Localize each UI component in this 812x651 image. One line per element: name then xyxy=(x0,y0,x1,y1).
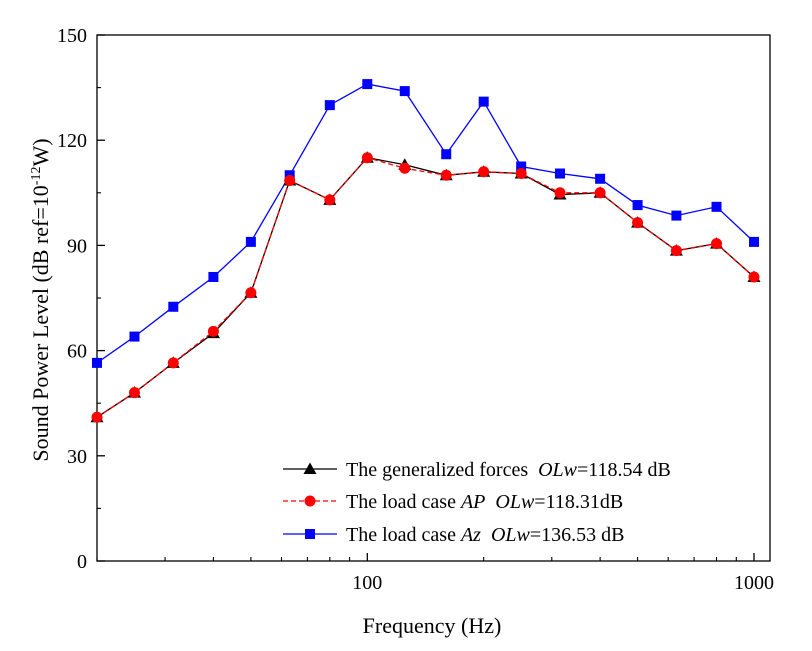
data-point xyxy=(168,301,179,312)
legend-label-value: =118.54 dB xyxy=(577,459,671,481)
x-axis-label: Frequency (Hz) xyxy=(363,613,502,638)
data-point xyxy=(361,152,373,164)
x-tick-label: 1000 xyxy=(734,572,774,594)
data-point xyxy=(91,411,103,423)
legend-label-value: =118.31dB xyxy=(534,491,623,513)
data-point xyxy=(399,86,410,97)
data-point xyxy=(92,357,102,368)
x-tick-label: 100 xyxy=(352,572,382,594)
axis-ticks: 0 30 60 90 120 150 100 1000 xyxy=(57,25,774,594)
y-tick-label: 0 xyxy=(77,551,87,573)
series-line-2 xyxy=(96,83,755,364)
data-point xyxy=(478,96,489,107)
data-point xyxy=(711,238,723,250)
legend-label-prefix: The generalized forces xyxy=(346,459,528,481)
y-tick-label: 30 xyxy=(67,446,87,468)
legend-label-space xyxy=(528,459,538,481)
data-point xyxy=(245,236,256,247)
data-point xyxy=(671,210,682,221)
legend-label: The load case AP OLw=118.31dB xyxy=(346,491,623,513)
legend-label-space xyxy=(481,524,491,546)
data-point xyxy=(632,217,644,229)
legend-marker xyxy=(303,462,317,474)
y-tick-label: 150 xyxy=(57,25,87,47)
legend: The generalized forces OLw=118.54 dBThe … xyxy=(283,459,671,546)
legend-entry-1: The load case AP OLw=118.31dB xyxy=(283,491,623,513)
legend-label-prefix: The load case xyxy=(346,524,461,546)
series-line-1 xyxy=(96,156,755,418)
data-point xyxy=(711,201,722,212)
data-point xyxy=(284,175,296,187)
plot-frame xyxy=(96,34,771,562)
legend-label-case: AP xyxy=(459,491,485,513)
series-line-0 xyxy=(96,156,755,418)
data-point xyxy=(362,79,373,90)
y-tick-label: 60 xyxy=(67,341,87,363)
data-point xyxy=(208,271,219,282)
data-point xyxy=(670,245,682,257)
data-point xyxy=(478,166,490,178)
y-tick-label: 120 xyxy=(57,130,87,152)
data-point xyxy=(167,357,179,369)
data-point xyxy=(207,325,219,337)
legend-label-olw: OLw xyxy=(538,459,578,481)
data-point xyxy=(515,168,527,180)
data-point xyxy=(440,169,452,181)
y-axis-label-tail: W) xyxy=(28,138,53,166)
legend-label-space xyxy=(485,491,495,513)
data-point xyxy=(324,100,335,111)
y-axis-label-main: Sound Power Level (dB ref=10 xyxy=(28,185,53,461)
series-0 xyxy=(90,151,761,423)
legend-label-prefix: The load case xyxy=(346,491,461,513)
legend-label-value: =136.53 dB xyxy=(530,524,625,546)
legend-label: The generalized forces OLw=118.54 dB xyxy=(346,459,671,481)
data-point xyxy=(399,162,411,174)
data-point xyxy=(632,200,643,211)
data-point xyxy=(594,187,606,199)
y-axis-label-exponent: -12 xyxy=(29,167,44,186)
data-point xyxy=(554,168,565,179)
data-point xyxy=(748,271,760,283)
legend-entry-0: The generalized forces OLw=118.54 dB xyxy=(283,459,671,481)
data-point xyxy=(595,173,606,184)
y-tick-label: 90 xyxy=(67,235,87,257)
legend-marker xyxy=(305,529,315,539)
legend-marker xyxy=(304,495,316,507)
data-point xyxy=(516,161,527,172)
plot-area xyxy=(96,34,771,562)
series-2 xyxy=(92,79,759,368)
series-lines xyxy=(90,79,761,423)
data-point xyxy=(554,187,566,199)
legend-label-case: Az xyxy=(459,524,481,546)
legend-label-olw: OLw xyxy=(495,491,535,513)
data-point xyxy=(748,236,759,247)
y-axis-label: Sound Power Level (dB ref=10-12W) xyxy=(28,138,53,461)
legend-entry-2: The load case Az OLw=136.53 dB xyxy=(283,524,624,546)
legend-label: The load case Az OLw=136.53 dB xyxy=(346,524,624,546)
series-1 xyxy=(91,152,760,423)
data-point xyxy=(129,331,140,342)
legend-label-olw: OLw xyxy=(491,524,531,546)
data-point xyxy=(324,194,336,206)
data-point xyxy=(441,149,452,160)
data-point xyxy=(128,387,140,399)
data-point xyxy=(245,287,257,299)
